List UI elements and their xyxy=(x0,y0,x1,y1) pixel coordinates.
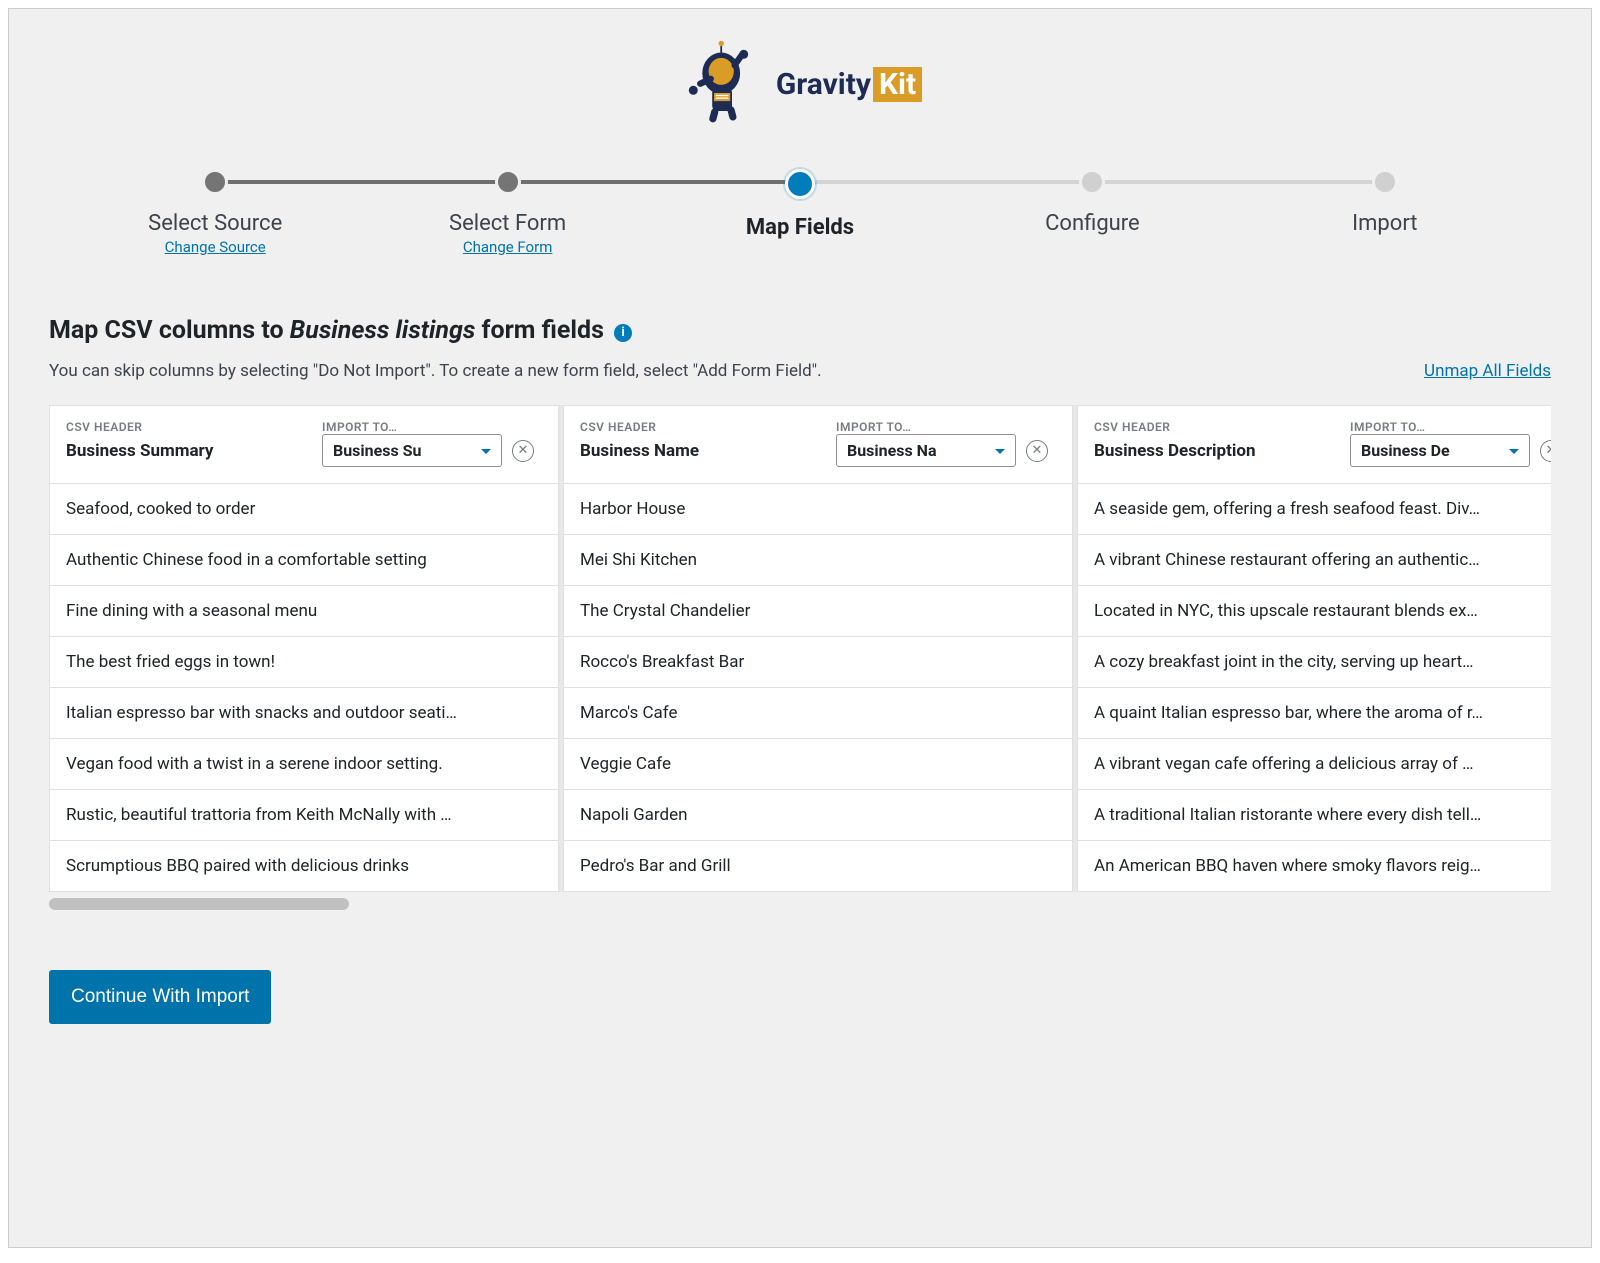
step-label: Import xyxy=(1239,211,1531,236)
clear-mapping-icon[interactable]: ✕ xyxy=(1026,440,1048,462)
preview-cell: Harbor House xyxy=(563,484,1073,535)
brand-logo: GravityKit xyxy=(49,39,1551,129)
column-header: CSV HEADER IMPORT TO… Business Summary Busi… xyxy=(49,405,559,484)
page-title: Map CSV columns to Business listings for… xyxy=(49,316,1551,345)
preview-cell: Seafood, cooked to order xyxy=(49,484,559,535)
horizontal-scrollbar[interactable] xyxy=(49,898,1551,910)
preview-cell: Rustic, beautiful trattoria from Keith M… xyxy=(49,790,559,841)
page-subtitle: You can skip columns by selecting "Do No… xyxy=(49,361,822,381)
import-to-select[interactable]: Business Su xyxy=(322,434,502,467)
step-label: Select Source xyxy=(69,211,361,236)
column-body: Harbor HouseMei Shi KitchenThe Crystal C… xyxy=(563,484,1073,892)
mapping-table: CSV HEADER IMPORT TO… Business Summary Busi… xyxy=(49,405,1551,910)
preview-cell: A vibrant vegan cafe offering a deliciou… xyxy=(1077,739,1551,790)
preview-cell: The Crystal Chandelier xyxy=(563,586,1073,637)
csv-header-label: CSV HEADER xyxy=(66,420,312,434)
page-title-suffix: form fields xyxy=(475,316,604,345)
csv-header-value: Business Name xyxy=(580,441,826,461)
import-to-label: IMPORT TO… xyxy=(1350,420,1530,434)
preview-cell: A traditional Italian ristorante where e… xyxy=(1077,790,1551,841)
step-label: Select Form xyxy=(361,211,653,236)
mapping-column: CSV HEADER IMPORT TO… Business Description… xyxy=(1077,405,1551,892)
preview-cell: Authentic Chinese food in a comfortable … xyxy=(49,535,559,586)
clear-mapping-icon[interactable]: ✕ xyxy=(1540,440,1551,462)
preview-cell: Rocco's Breakfast Bar xyxy=(563,637,1073,688)
step-circle xyxy=(785,169,815,199)
mapping-column: CSV HEADER IMPORT TO… Business Name Busines… xyxy=(563,405,1073,892)
import-to-label: IMPORT TO… xyxy=(836,420,1016,434)
csv-header-value: Business Summary xyxy=(66,441,312,461)
preview-cell: The best fried eggs in town! xyxy=(49,637,559,688)
brand-name-text: Gravity xyxy=(776,67,871,102)
scrollbar-thumb[interactable] xyxy=(49,898,349,910)
clear-mapping-icon[interactable]: ✕ xyxy=(512,440,534,462)
column-body: A seaside gem, offering a fresh seafood … xyxy=(1077,484,1551,892)
preview-cell: A vibrant Chinese restaurant offering an… xyxy=(1077,535,1551,586)
unmap-all-link[interactable]: Unmap All Fields xyxy=(1424,361,1551,381)
csv-header-value: Business Description xyxy=(1094,441,1340,461)
astronaut-icon xyxy=(678,39,768,129)
csv-header-label: CSV HEADER xyxy=(580,420,826,434)
import-to-select[interactable]: Business Na xyxy=(836,434,1016,467)
preview-cell: A seaside gem, offering a fresh seafood … xyxy=(1077,484,1551,535)
preview-cell: Napoli Garden xyxy=(563,790,1073,841)
preview-cell: A cozy breakfast joint in the city, serv… xyxy=(1077,637,1551,688)
preview-cell: Veggie Cafe xyxy=(563,739,1073,790)
page-title-formname: Business listings xyxy=(290,316,476,345)
import-wizard-page: GravityKit Select Source Change SourceSel… xyxy=(8,8,1592,1248)
preview-cell: Fine dining with a seasonal menu xyxy=(49,586,559,637)
mapping-column: CSV HEADER IMPORT TO… Business Summary Busi… xyxy=(49,405,559,892)
step-circle xyxy=(202,169,228,195)
preview-cell: Located in NYC, this upscale restaurant … xyxy=(1077,586,1551,637)
step-label: Map Fields xyxy=(654,215,946,240)
step-circle xyxy=(1079,169,1105,195)
column-body: Seafood, cooked to orderAuthentic Chines… xyxy=(49,484,559,892)
step-circle xyxy=(495,169,521,195)
preview-cell: Scrumptious BBQ paired with delicious dr… xyxy=(49,841,559,892)
brand-name: GravityKit xyxy=(776,67,922,102)
csv-header-label: CSV HEADER xyxy=(1094,420,1340,434)
import-to-select[interactable]: Business De xyxy=(1350,434,1530,467)
preview-cell: Mei Shi Kitchen xyxy=(563,535,1073,586)
step-sublink[interactable]: Change Form xyxy=(361,238,653,256)
preview-cell: Italian espresso bar with snacks and out… xyxy=(49,688,559,739)
column-header: CSV HEADER IMPORT TO… Business Name Busines… xyxy=(563,405,1073,484)
import-to-label: IMPORT TO… xyxy=(322,420,502,434)
column-header: CSV HEADER IMPORT TO… Business Description… xyxy=(1077,405,1551,484)
step-label: Configure xyxy=(946,211,1238,236)
step-sublink[interactable]: Change Source xyxy=(69,238,361,256)
preview-cell: Vegan food with a twist in a serene indo… xyxy=(49,739,559,790)
step-circle xyxy=(1372,169,1398,195)
wizard-stepper: Select Source Change SourceSelect Form Cha… xyxy=(69,169,1531,256)
page-title-prefix: Map CSV columns to xyxy=(49,316,290,345)
continue-import-button[interactable]: Continue With Import xyxy=(49,970,271,1024)
preview-cell: A quaint Italian espresso bar, where the… xyxy=(1077,688,1551,739)
preview-cell: An American BBQ haven where smoky flavor… xyxy=(1077,841,1551,892)
info-icon[interactable]: i xyxy=(614,324,632,342)
preview-cell: Pedro's Bar and Grill xyxy=(563,841,1073,892)
preview-cell: Marco's Cafe xyxy=(563,688,1073,739)
brand-suffix: Kit xyxy=(873,67,922,102)
